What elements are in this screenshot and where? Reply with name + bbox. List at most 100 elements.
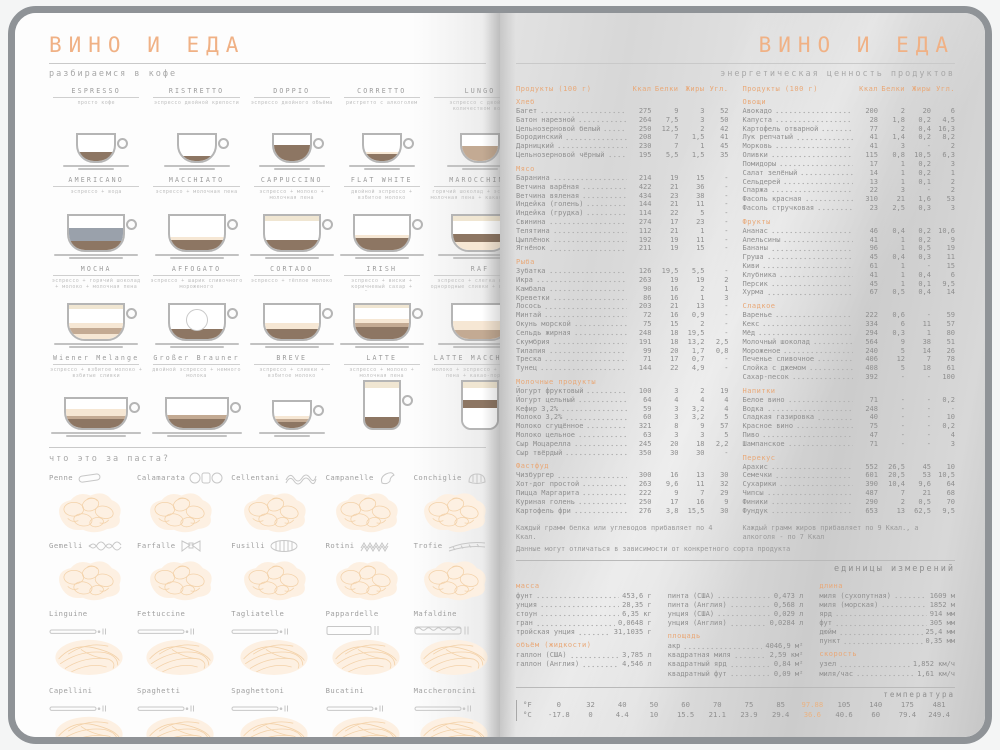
- nutrition-row: Цельнозерновой белый 250 12,5 2 42: [516, 124, 729, 134]
- coffee-description: эспрессо + вода: [70, 189, 122, 195]
- product-name: Молочный шоколад: [742, 337, 810, 346]
- product-value: 211: [638, 244, 652, 253]
- cup-wrapper: [262, 214, 333, 252]
- product-name: Финики: [742, 497, 768, 506]
- product-name: Лук репчатый: [742, 133, 794, 142]
- product-value: 21: [670, 302, 679, 311]
- pasta-width-icon-bucatini: [326, 698, 406, 712]
- product-value: 30: [696, 448, 705, 457]
- nutrition-row: Камбала 90 16 2 1: [516, 284, 729, 294]
- product-name: Киви: [742, 262, 760, 270]
- saucer-icon: [430, 254, 531, 261]
- product-value: 3: [700, 431, 705, 439]
- pasta-name-row: Spaghettoni: [231, 684, 317, 697]
- coffee-cup-illustration: [430, 202, 531, 252]
- saucer-line: [54, 254, 139, 256]
- nutrition-row: Молоко цельное 63 3 3 5: [516, 431, 729, 440]
- product-value: 45: [869, 279, 878, 288]
- coffee-description: молоко + эспрессо + молочная пена + кака…: [432, 367, 528, 379]
- units-group-title: скорость: [819, 650, 858, 659]
- product-value: 1: [900, 262, 905, 270]
- product-value: 22: [670, 209, 679, 218]
- product-value: 46: [869, 226, 878, 235]
- product-value: -: [900, 395, 905, 404]
- pasta-name: Linguine: [49, 609, 88, 618]
- temperature-value: 97.88: [801, 699, 824, 709]
- dot-leader: [817, 203, 853, 213]
- nutrition-section-title: Фрукты: [742, 217, 771, 226]
- nutrition-row: Спаржа 22 3 - 2: [743, 186, 955, 196]
- product-name: Мёд: [742, 328, 756, 337]
- product-name: Оливки: [742, 151, 768, 160]
- dot-leader: [717, 591, 771, 601]
- saucer-icon: [250, 165, 334, 172]
- product-value: 10,6: [938, 226, 955, 235]
- pasta-name-row: Pappardelle: [326, 607, 406, 620]
- dot-leader: [603, 124, 627, 134]
- coffee-cup: [167, 214, 226, 252]
- dot-leader: [812, 337, 853, 347]
- product-value: 42: [720, 124, 729, 133]
- product-value: 114: [638, 209, 652, 218]
- product-value: 0,5: [892, 288, 905, 297]
- coffee-description: эспрессо + шарик сливочного мороженого: [150, 278, 243, 290]
- cup-layer: [364, 416, 399, 428]
- product-name: Свинина: [516, 217, 546, 226]
- nutrition-row: Треска 71 17 0,7 -: [516, 355, 729, 365]
- product-value: 11: [696, 480, 705, 489]
- pasta-icon-penne: [77, 472, 103, 484]
- coffee-cup: [164, 397, 229, 430]
- cup-layer: [69, 334, 124, 339]
- product-value: 17: [670, 497, 679, 506]
- product-value: 18: [696, 439, 705, 448]
- nutrition-header-product: Продукты (100 г): [516, 85, 592, 93]
- pasta-name-row: Fusilli: [231, 539, 317, 552]
- dot-leader: [783, 177, 853, 187]
- product-value: 12,5: [661, 124, 679, 133]
- product-value: 19,5: [661, 267, 679, 276]
- nutrition-row: Кефир 3,2% 59 3 3,2 4: [516, 404, 729, 414]
- product-value: 32: [720, 480, 729, 489]
- coffee-cup-illustration: [340, 291, 424, 341]
- cup-layer: [453, 234, 508, 242]
- nutrition-row: Ягнёнок 211 19 15 -: [516, 244, 729, 254]
- product-value: 3,2: [691, 404, 705, 413]
- product-name: Ветчина вяленая: [516, 191, 580, 200]
- product-value: 3: [724, 293, 729, 302]
- pasta-card: Spaghetti: [137, 684, 223, 737]
- dot-leader: [770, 462, 853, 472]
- dot-leader: [766, 404, 853, 414]
- product-value: 0,2: [918, 168, 931, 177]
- temperature-value: 0: [588, 710, 593, 720]
- product-value: 564: [865, 337, 878, 346]
- nutrition-row: Оливки 115 0,8 10,5 6,3: [742, 151, 955, 160]
- product-value: 115: [865, 151, 878, 160]
- unit-name: квадратная миля: [667, 651, 731, 660]
- pasta-name-row: Campanelle: [326, 471, 406, 484]
- pasta-width-icon-capellini: [49, 698, 129, 712]
- dot-leader: [548, 284, 627, 294]
- product-value: 3: [674, 431, 679, 439]
- coffee-name: MACCHIATO: [153, 176, 240, 187]
- product-value: 2: [700, 284, 705, 293]
- product-value: 16: [696, 497, 705, 506]
- coffee-name: RAF: [433, 265, 527, 276]
- nutrition-row: Молоко 3,2% 60 3 3,2 5: [516, 413, 729, 423]
- product-value: 3: [700, 107, 705, 115]
- dot-leader: [578, 497, 627, 507]
- saucer-line: [462, 168, 499, 171]
- dot-leader: [839, 628, 923, 638]
- product-name: Индейка (грудка): [516, 209, 584, 218]
- coffee-card: AFFOGATO эспрессо + шарик сливочного моро…: [149, 265, 243, 350]
- dot-leader: [758, 328, 853, 338]
- coffee-cup: [461, 380, 500, 430]
- coffee-cup-illustration: [49, 291, 143, 341]
- temperature-value: -17.8: [548, 710, 570, 720]
- saucer-line: [249, 343, 334, 345]
- nutrition-row: Морковь 41 3 - 2: [743, 142, 955, 152]
- saucer-line: [354, 257, 409, 260]
- product-name: Минтай: [516, 311, 542, 320]
- cup-layer: [453, 321, 508, 331]
- pasta-card: Pappardelle: [326, 607, 406, 681]
- product-name: Сельдь жирная: [516, 328, 571, 337]
